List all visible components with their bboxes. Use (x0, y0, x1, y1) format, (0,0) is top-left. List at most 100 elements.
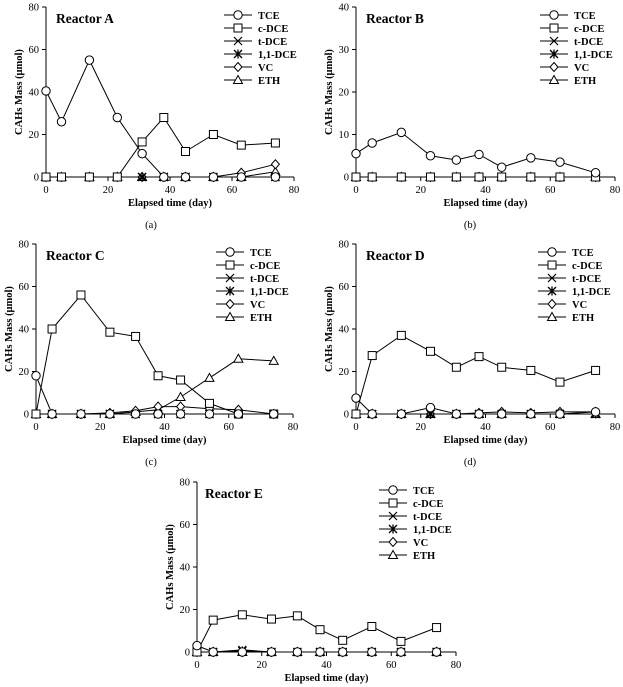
series-line-c-dce (46, 116, 276, 178)
legend-label-eth: ETH (413, 551, 435, 562)
panel-caption: (a) (145, 220, 157, 231)
series-line-tce (355, 131, 596, 174)
data-point-c-dce (208, 130, 218, 139)
data-point-c-dce (204, 398, 214, 408)
legend-label-c-dce: c-DCE (258, 24, 288, 35)
data-point-c-dce (396, 172, 406, 182)
legend-marker-c-dce (547, 260, 557, 270)
data-point-c-dce (497, 362, 507, 372)
series-line-tce (45, 58, 276, 178)
data-point-tce (496, 409, 507, 419)
series-tce (41, 55, 281, 182)
series-c-dce (351, 172, 601, 182)
legend-label-c-dce: c-DCE (574, 24, 604, 35)
legend-marker-1-1-dce (388, 524, 398, 534)
legend-marker-eth (548, 74, 560, 84)
data-point-tce (555, 157, 565, 167)
chart-panel-a: 0 20 40 60 80 0 20 40 60 80 Elapsed time (day) CAHs… (14, 3, 299, 232)
legend-label-vc: VC (574, 63, 589, 74)
data-point-eth (175, 391, 186, 401)
legend-label-vc: VC (258, 63, 273, 74)
data-point-tce (137, 148, 147, 159)
panel-title: Reactor D (366, 248, 425, 263)
legend-marker-1-1-dce (233, 49, 243, 59)
data-point-tce (41, 86, 51, 96)
data-point-tce (153, 409, 163, 419)
legend-marker-eth (224, 311, 236, 321)
legend-marker-tce (388, 485, 398, 495)
y-tick-label: 40 (339, 325, 350, 336)
series-group (30, 290, 280, 420)
data-point-tce (76, 409, 86, 419)
legend-marker-eth (546, 311, 558, 321)
y-tick-label: 20 (339, 88, 350, 99)
legend-label-c-dce: c-DCE (572, 261, 602, 272)
legend-marker-c-dce (388, 498, 398, 508)
data-point-c-dce (112, 172, 122, 182)
series-c-dce (41, 113, 280, 182)
data-point-tce (451, 409, 462, 419)
legend-label-vc: VC (572, 300, 587, 311)
y-tick-label: 10 (339, 130, 350, 141)
legend-marker-eth (387, 549, 399, 559)
x-axis-label: Elapsed time (day) (285, 673, 370, 684)
legend: TCE c-DCE t-DCE 1,1-DCE VC ETH (216, 247, 289, 324)
legend: TCE c-DCE t-DCE 1,1-DCE VC ETH (540, 10, 613, 87)
legend-label-tce: TCE (574, 11, 596, 22)
data-point-c-dce (526, 365, 536, 375)
data-point-tce (31, 371, 41, 381)
x-tick-label: 60 (227, 185, 238, 196)
x-tick-label: 60 (545, 422, 556, 433)
data-point-tce (431, 647, 442, 657)
data-point-c-dce (367, 622, 377, 631)
data-point-c-dce (76, 290, 86, 300)
data-point-tce (351, 148, 361, 159)
data-point-c-dce (31, 409, 41, 419)
y-tick-label: 0 (344, 410, 349, 421)
y-tick-label: 30 (339, 45, 350, 56)
legend-label-eth: ETH (258, 76, 280, 87)
y-tick-label: 40 (339, 3, 350, 14)
data-point-tce (130, 409, 141, 419)
data-point-tce (266, 647, 277, 657)
legend-marker-tce (547, 247, 557, 257)
data-point-tce (367, 647, 377, 657)
x-tick-label: 20 (103, 185, 114, 196)
chart-panel-c: 0 20 40 60 80 0 20 40 60 80 Elapsed time (day) CAHs… (4, 240, 298, 469)
chart-panel-e: 0 20 40 60 80 0 20 40 60 80 Elapsed time (day) CAHs… (165, 478, 461, 685)
x-tick-label: 80 (451, 660, 462, 671)
data-point-tce (192, 640, 202, 651)
x-tick-label: 40 (159, 422, 170, 433)
y-tick-label: 0 (344, 173, 349, 184)
y-tick-label: 0 (34, 173, 39, 184)
data-point-c-dce (351, 409, 361, 419)
y-tick-label: 40 (29, 88, 40, 99)
data-point-tce (337, 647, 348, 657)
legend-marker-1-1-dce (547, 286, 557, 296)
series-tce (192, 640, 442, 657)
data-point-tce (496, 162, 507, 172)
legend-marker-vc (547, 298, 557, 310)
y-tick-label: 20 (339, 367, 350, 378)
legend: TCE c-DCE t-DCE 1,1-DCE VC ETH (224, 10, 297, 87)
data-point-c-dce (396, 636, 406, 646)
legend-marker-tce (233, 10, 243, 20)
legend-label-1-1-dce: 1,1-DCE (572, 287, 611, 298)
data-point-tce (474, 149, 484, 160)
data-point-tce (105, 409, 115, 419)
series-line-c-dce (35, 294, 274, 415)
legend-marker-tce (549, 10, 559, 20)
legend-label-c-dce: c-DCE (250, 261, 280, 272)
data-point-tce (112, 112, 123, 123)
data-point-tce (236, 172, 247, 182)
series-c-dce (192, 610, 442, 657)
y-tick-label: 60 (180, 520, 191, 531)
legend-label-t-dce: t-DCE (413, 512, 442, 523)
series-group (350, 330, 601, 420)
data-point-c-dce (131, 331, 141, 341)
data-point-c-dce (292, 611, 302, 621)
legend-marker-t-dce (547, 273, 557, 283)
data-point-tce (208, 172, 219, 182)
data-point-tce (590, 407, 601, 417)
data-point-tce (474, 409, 484, 419)
